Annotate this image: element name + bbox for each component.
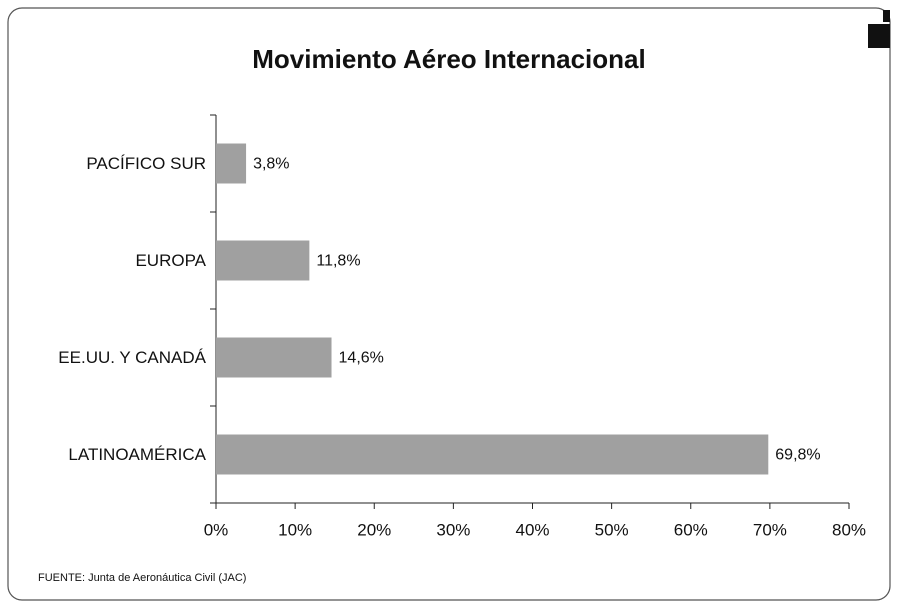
y-tick-label: PACÍFICO SUR: [86, 154, 206, 173]
value-label: 11,8%: [316, 253, 360, 270]
y-tick-label: EE.UU. Y CANADÁ: [58, 348, 206, 367]
x-tick-label: 60%: [674, 520, 708, 539]
x-tick-label: 10%: [278, 520, 312, 539]
bar: [216, 434, 769, 475]
bar: [216, 240, 310, 281]
value-label: 3,8%: [253, 156, 289, 173]
corner-icon: [883, 10, 890, 22]
x-tick-label: 70%: [753, 520, 787, 539]
x-tick-label: 40%: [515, 520, 549, 539]
y-tick-label: EUROPA: [135, 251, 206, 270]
source-note: FUENTE: Junta de Aeronáutica Civil (JAC): [38, 572, 246, 584]
value-label: 14,6%: [339, 350, 384, 367]
value-label: 69,8%: [775, 447, 820, 464]
corner-icon: [868, 24, 890, 48]
bar: [216, 143, 247, 184]
y-tick-label: LATINOAMÉRICA: [68, 445, 206, 464]
bar: [216, 337, 332, 378]
x-tick-label: 30%: [436, 520, 470, 539]
frame: [7, 7, 891, 601]
chart-title: Movimiento Aéreo Internacional: [252, 44, 645, 74]
x-tick-label: 80%: [832, 520, 866, 539]
x-tick-label: 20%: [357, 520, 391, 539]
x-tick-label: 50%: [595, 520, 629, 539]
x-tick-label: 0%: [204, 520, 229, 539]
